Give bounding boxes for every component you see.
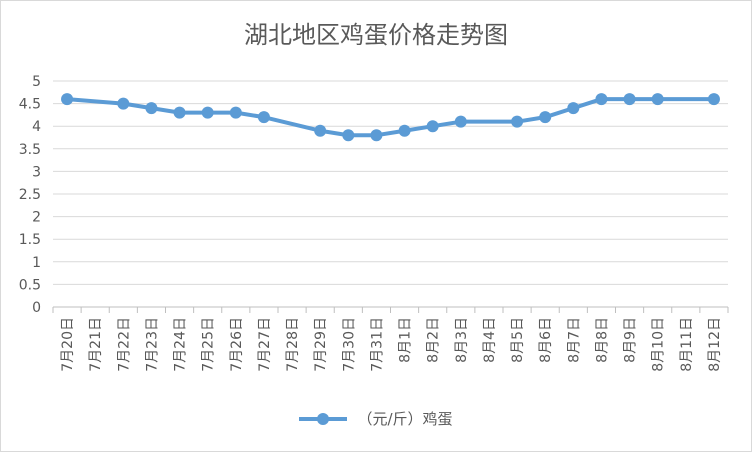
data-point [145,102,158,115]
data-point [623,93,636,106]
x-tick-label: 8月5日 [510,317,526,363]
x-tick-label: 8月1日 [398,317,414,363]
y-tick-label: 3 [32,164,41,180]
x-tick-label: 8月11日 [679,317,695,372]
data-point [61,93,74,106]
x-tick-label: 8月12日 [707,317,723,372]
x-tick-label: 7月29日 [313,317,329,372]
data-point [201,106,214,119]
data-point [314,124,327,137]
y-tick-label: 4.5 [19,97,41,113]
y-tick-label: 1 [32,255,41,271]
x-tick-label: 8月9日 [623,317,639,363]
data-point [595,93,608,106]
data-point [511,115,524,128]
data-point [342,129,355,142]
y-tick-label: 1.5 [19,232,41,248]
data-point [257,111,270,124]
data-point [117,97,130,110]
x-tick-label: 8月6日 [538,317,554,363]
x-tick-label: 7月31日 [369,317,385,372]
data-point [539,111,552,124]
x-tick-label: 7月23日 [144,317,160,372]
legend-label: （元/斤）鸡蛋 [357,410,453,428]
chart-title: 湖北地区鸡蛋价格走势图 [244,21,508,49]
data-point [567,102,580,115]
series-line [66,97,714,138]
data-point [370,129,383,142]
data-point [173,106,186,119]
data-point [426,120,439,133]
data-point [454,115,467,128]
x-tick-label: 7月30日 [341,317,357,372]
x-tick-label: 7月26日 [229,317,245,372]
data-point [398,124,411,137]
y-tick-label: 0 [32,300,41,316]
x-tick-label: 7月27日 [257,317,273,372]
y-tick-label: 2 [32,210,41,226]
legend-swatch [299,412,348,425]
x-tick-label: 7月22日 [116,317,132,372]
x-tick-label: 7月21日 [88,317,104,372]
x-tick-label: 8月8日 [594,317,610,363]
x-tick-label: 8月4日 [482,317,498,363]
x-tick-label: 7月28日 [285,317,301,372]
x-tick-label: 8月7日 [566,317,582,363]
x-tick-label: 7月20日 [60,317,76,372]
x-tick-label: 7月24日 [173,317,189,372]
x-tick-label: 8月2日 [426,317,442,363]
y-tick-label: 0.5 [19,277,41,293]
y-tick-label: 4 [32,119,41,135]
data-point [229,106,242,119]
y-tick-label: 2.5 [19,187,41,203]
data-point [651,93,664,106]
x-tick-label: 7月25日 [201,317,217,372]
x-tick-label: 8月10日 [651,317,667,372]
legend: （元/斤）鸡蛋 [1,408,751,429]
y-tick-label: 3.5 [19,142,41,158]
data-point [707,93,720,106]
x-tick-label: 8月3日 [454,317,470,363]
y-tick-label: 5 [32,74,41,90]
